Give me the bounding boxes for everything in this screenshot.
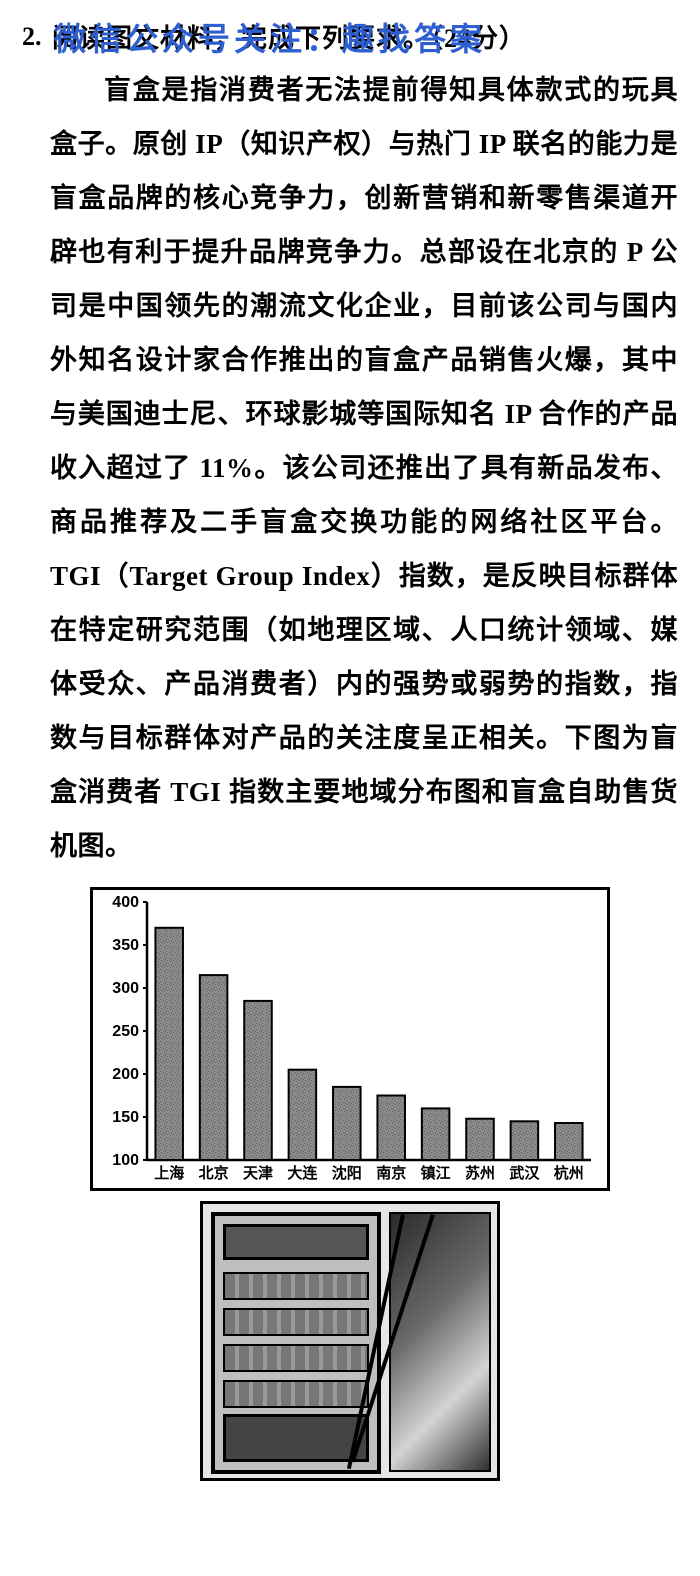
vending-shelf [223, 1344, 369, 1372]
vending-shelf [223, 1308, 369, 1336]
svg-text:天津: 天津 [243, 1164, 273, 1182]
svg-text:200: 200 [112, 1066, 139, 1083]
bar-chart-svg: 100 150 200 250 300 350 400 上海北京天津大连沈阳南京镇江苏州武汉杭… [99, 896, 599, 1186]
svg-text:镇江: 镇江 [421, 1164, 451, 1182]
svg-text:300: 300 [112, 980, 139, 997]
vending-shelf [223, 1380, 369, 1408]
question-prompt: 阅读图文材料，完成下列要求。（24分） [22, 18, 678, 55]
svg-text:350: 350 [112, 937, 139, 954]
tgi-chart-container: 100 150 200 250 300 350 400 上海北京天津大连沈阳南京镇江苏州武汉杭… [22, 887, 678, 1191]
vending-screen [223, 1224, 369, 1260]
svg-text:100: 100 [112, 1152, 139, 1169]
vending-machine-photo [200, 1201, 500, 1481]
svg-text:250: 250 [112, 1023, 139, 1040]
svg-text:沈阳: 沈阳 [332, 1164, 362, 1182]
question-header: 2. 阅读图文材料，完成下列要求。（24分） 微信公众号关注：趣找答案 [22, 18, 678, 55]
vending-shelf [223, 1272, 369, 1300]
vending-base [223, 1414, 369, 1462]
passage-body: 盲盒是指消费者无法提前得知具体款式的玩具盒子。原创 IP（知识产权）与热门 IP… [22, 63, 678, 873]
svg-text:大连: 大连 [287, 1164, 318, 1182]
tgi-bar-chart: 100 150 200 250 300 350 400 上海北京天津大连沈阳南京镇江苏州武汉杭… [90, 887, 610, 1191]
svg-text:北京: 北京 [199, 1164, 229, 1182]
vending-background-hall [389, 1212, 491, 1472]
vending-photo-container [22, 1201, 678, 1481]
svg-text:武汉: 武汉 [509, 1164, 540, 1182]
question-number: 2. [22, 22, 42, 52]
svg-text:上海: 上海 [154, 1164, 184, 1182]
svg-text:150: 150 [112, 1109, 139, 1126]
svg-text:苏州: 苏州 [465, 1164, 495, 1182]
svg-text:南京: 南京 [376, 1164, 406, 1182]
svg-text:400: 400 [112, 896, 139, 911]
svg-text:杭州: 杭州 [554, 1164, 584, 1182]
